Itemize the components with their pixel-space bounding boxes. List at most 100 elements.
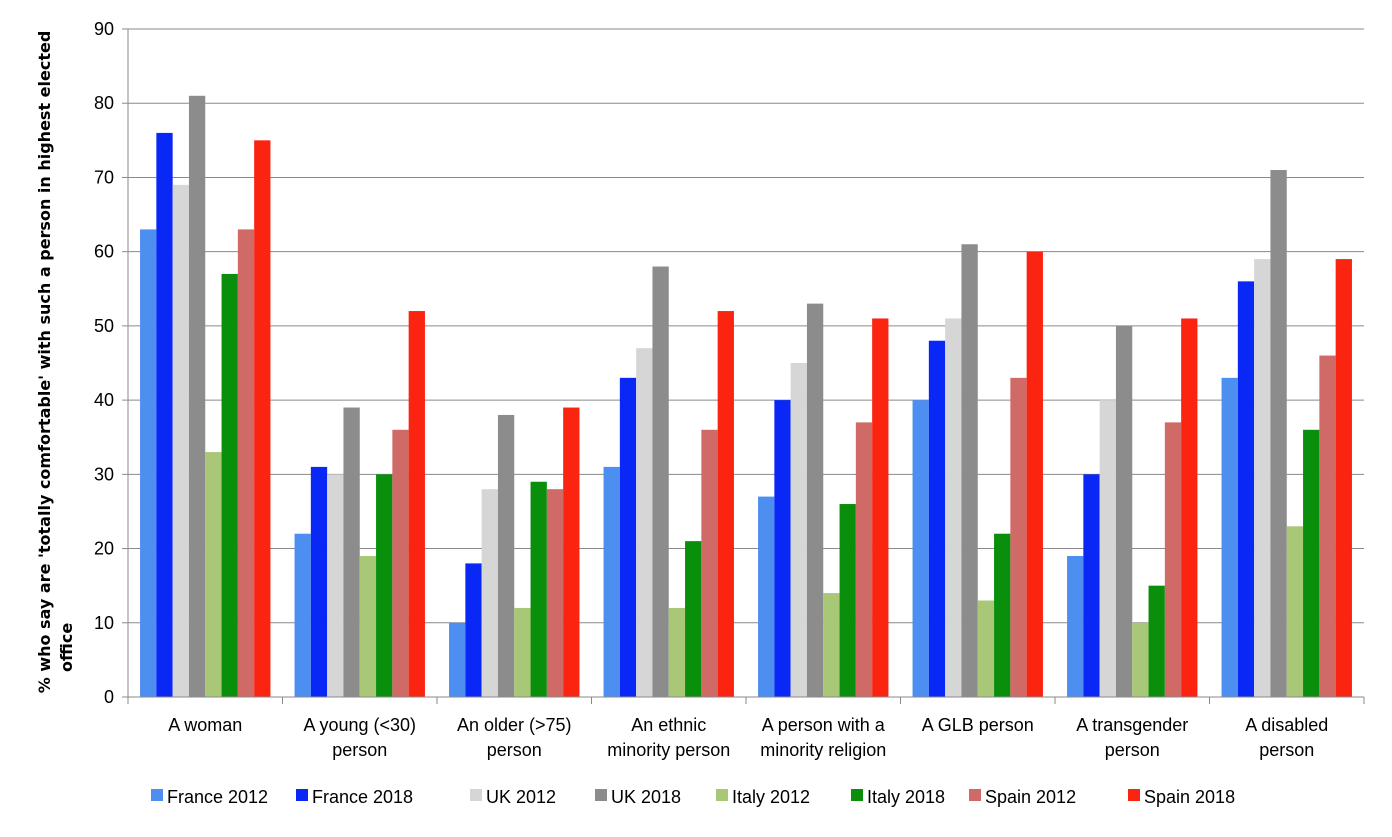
bar <box>928 340 946 697</box>
bar <box>1099 400 1116 697</box>
bar <box>1270 170 1287 697</box>
bar <box>839 504 856 697</box>
bar <box>994 533 1011 697</box>
bar <box>497 414 515 697</box>
bar <box>1181 318 1198 697</box>
axes <box>127 29 1365 704</box>
bar <box>977 600 995 697</box>
legend-swatch <box>1128 789 1140 801</box>
legend-label: Italy 2012 <box>732 787 810 807</box>
x-category-label: A transgender <box>1076 715 1188 735</box>
bar <box>294 533 311 697</box>
legend-item[interactable]: UK 2018 <box>595 787 681 807</box>
bar <box>701 429 718 697</box>
x-category-label: An older (>75) <box>457 715 572 735</box>
bar <box>790 363 807 697</box>
bar <box>1319 355 1336 697</box>
y-tick-label: 10 <box>94 613 114 633</box>
legend-item[interactable]: Italy 2018 <box>851 787 945 807</box>
bar <box>1148 585 1165 697</box>
bar <box>1164 422 1182 697</box>
bar <box>1010 377 1027 697</box>
y-tick-label: 50 <box>94 316 114 336</box>
bar <box>140 229 157 697</box>
legend-item[interactable]: Spain 2012 <box>969 787 1076 807</box>
bar <box>1115 325 1133 697</box>
x-category-label: person <box>332 740 387 760</box>
bar <box>221 273 238 697</box>
y-tick-label: 70 <box>94 167 114 187</box>
legend-item[interactable]: France 2018 <box>296 787 413 807</box>
bar <box>1132 622 1149 697</box>
bar <box>1083 474 1100 697</box>
bar <box>343 407 360 697</box>
legend-swatch <box>716 789 728 801</box>
bar <box>1254 259 1271 697</box>
legend-label: France 2012 <box>167 787 268 807</box>
bar <box>774 400 791 697</box>
x-category-label: A woman <box>168 715 242 735</box>
bar <box>376 474 393 697</box>
bar <box>685 541 702 697</box>
bar <box>1237 281 1255 697</box>
bar <box>636 348 653 697</box>
bar <box>912 400 929 697</box>
y-axis-ticks: 0 10 20 30 40 50 60 70 80 90 <box>94 19 128 707</box>
bar <box>156 132 173 697</box>
x-category-label: A GLB person <box>922 715 1034 735</box>
x-category-label: minority person <box>607 740 730 760</box>
y-tick-label: 20 <box>94 539 114 559</box>
bar <box>310 466 328 697</box>
bar <box>603 466 620 697</box>
bar <box>465 563 482 697</box>
y-axis-title: % who say are 'totally comfortable' with… <box>35 31 76 694</box>
x-category-label: person <box>1105 740 1160 760</box>
bar <box>945 318 962 697</box>
y-tick-label: 60 <box>94 242 114 262</box>
x-category-label: An ethnic <box>631 715 706 735</box>
y-axis-title-line: % who say are 'totally comfortable' with… <box>35 31 54 694</box>
bar <box>1286 526 1304 697</box>
legend-item[interactable]: France 2012 <box>151 787 268 807</box>
bar <box>172 184 189 697</box>
x-category-label: person <box>1259 740 1314 760</box>
bar <box>359 555 377 697</box>
legend-item[interactable]: Italy 2012 <box>716 787 810 807</box>
legend-swatch <box>851 789 863 801</box>
legend-label: Spain 2018 <box>1144 787 1235 807</box>
bar <box>806 303 824 697</box>
bar <box>563 407 580 697</box>
y-tick-label: 40 <box>94 390 114 410</box>
legend-swatch <box>595 789 607 801</box>
legend-item[interactable]: Spain 2018 <box>1128 787 1235 807</box>
legend-swatch <box>969 789 981 801</box>
bar <box>481 489 498 697</box>
legend[interactable]: France 2012 France 2018 UK 2012 UK 2018 Ital… <box>151 787 1235 807</box>
y-axis-title-line: office <box>57 623 76 672</box>
bar <box>668 607 686 697</box>
bar <box>237 229 255 697</box>
x-category-label: person <box>487 740 542 760</box>
legend-label: UK 2018 <box>611 787 681 807</box>
bar <box>327 474 344 697</box>
legend-label: Spain 2012 <box>985 787 1076 807</box>
category-labels: A woman A young (<30) person An older (>75)… <box>168 715 1328 760</box>
y-tick-label: 30 <box>94 464 114 484</box>
legend-item[interactable]: UK 2012 <box>470 787 556 807</box>
bar <box>408 311 425 697</box>
bar <box>855 422 873 697</box>
legend-label: France 2018 <box>312 787 413 807</box>
bar <box>514 607 531 697</box>
bar <box>546 489 564 697</box>
legend-label: UK 2012 <box>486 787 556 807</box>
bar <box>1067 555 1084 697</box>
bar <box>1335 259 1352 697</box>
bar <box>1221 377 1238 697</box>
x-category-label: A person with a <box>762 715 886 735</box>
bar <box>872 318 889 697</box>
bar <box>619 377 637 697</box>
x-category-label: A young (<30) <box>303 715 416 735</box>
bar <box>205 452 222 697</box>
